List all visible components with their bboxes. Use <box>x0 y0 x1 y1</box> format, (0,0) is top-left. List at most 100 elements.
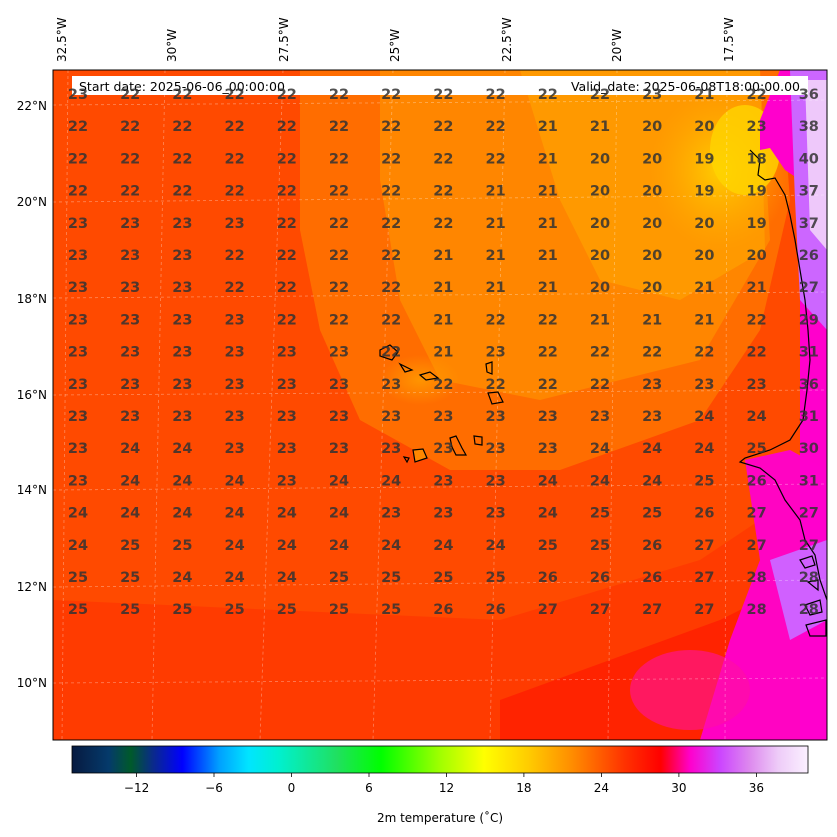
temperature-value: 23 <box>120 409 140 425</box>
temperature-value: 21 <box>538 151 558 167</box>
temperature-value: 24 <box>642 473 662 489</box>
temperature-value: 24 <box>538 473 558 489</box>
temperature-value: 23 <box>68 280 88 296</box>
temperature-value: 21 <box>486 216 506 232</box>
temperature-value: 24 <box>172 441 192 457</box>
temperature-value: 24 <box>590 441 610 457</box>
colorbar-tick-label: 36 <box>749 781 764 795</box>
temperature-value: 25 <box>120 602 140 618</box>
temperature-value: 20 <box>590 280 610 296</box>
temperature-value: 21 <box>642 312 662 328</box>
temperature-value: 23 <box>120 248 140 264</box>
temperature-value: 28 <box>747 570 767 586</box>
temperature-value: 22 <box>433 377 453 393</box>
temperature-value: 25 <box>381 602 401 618</box>
temperature-value: 22 <box>486 119 506 135</box>
temperature-value: 22 <box>590 377 610 393</box>
temperature-value: 36 <box>799 377 819 393</box>
temperature-value: 24 <box>225 473 245 489</box>
temperature-value: 28 <box>747 602 767 618</box>
temperature-value: 21 <box>538 184 558 200</box>
colorbar-tick-label: 18 <box>516 781 531 795</box>
temperature-value: 21 <box>433 345 453 361</box>
temperature-value: 22 <box>277 248 297 264</box>
temperature-value: 22 <box>486 312 506 328</box>
temperature-value: 19 <box>694 151 714 167</box>
temperature-value: 22 <box>329 280 349 296</box>
temperature-value: 23 <box>642 87 662 103</box>
temperature-value: 18 <box>747 151 767 167</box>
temperature-value: 22 <box>329 216 349 232</box>
temperature-value: 22 <box>225 87 245 103</box>
temperature-value: 23 <box>486 473 506 489</box>
temperature-value: 24 <box>120 473 140 489</box>
lat-label-22n: 22°N <box>17 99 47 113</box>
temperature-value: 22 <box>225 151 245 167</box>
temperature-value: 22 <box>277 216 297 232</box>
temperature-value: 23 <box>120 377 140 393</box>
map-frame <box>52 69 828 741</box>
temperature-value: 40 <box>799 151 819 167</box>
temperature-value: 22 <box>433 119 453 135</box>
temperature-value: 22 <box>172 184 192 200</box>
temperature-value: 24 <box>120 506 140 522</box>
temperature-value: 23 <box>433 441 453 457</box>
temperature-value: 36 <box>799 87 819 103</box>
temperature-value: 31 <box>799 409 819 425</box>
lon-label-32-5w: 32.5°W <box>55 17 69 62</box>
temperature-value: 27 <box>538 602 558 618</box>
temperature-value: 22 <box>381 216 401 232</box>
temperature-value: 24 <box>433 538 453 554</box>
temperature-value: 21 <box>694 87 714 103</box>
temperature-value: 26 <box>433 602 453 618</box>
temperature-value: 26 <box>486 602 506 618</box>
temperature-value: 23 <box>68 312 88 328</box>
temperature-value: 24 <box>277 506 297 522</box>
temperature-value: 22 <box>642 345 662 361</box>
temperature-value: 30 <box>799 441 819 457</box>
temperature-value: 22 <box>433 184 453 200</box>
temperature-value: 23 <box>172 216 192 232</box>
temperature-value: 25 <box>329 570 349 586</box>
temperature-value: 24 <box>747 409 767 425</box>
lon-label-27-5w: 27.5°W <box>277 17 291 62</box>
temperature-value: 28 <box>799 570 819 586</box>
temperature-value: 23 <box>68 248 88 264</box>
colorbar-gradient <box>72 746 808 773</box>
temperature-value: 26 <box>694 506 714 522</box>
temperature-value: 22 <box>225 184 245 200</box>
lat-label-16n: 16°N <box>17 388 47 402</box>
temperature-value: 23 <box>277 473 297 489</box>
temperature-value: 23 <box>486 345 506 361</box>
temperature-value: 21 <box>538 119 558 135</box>
header-box <box>72 76 808 95</box>
colorbar: −12 −6 0 6 12 18 24 30 36 2m temperature (˚C) <box>71 745 809 825</box>
temperature-value: 23 <box>381 377 401 393</box>
temperature-value: 20 <box>642 151 662 167</box>
temperature-value: 26 <box>642 538 662 554</box>
temperature-value: 22 <box>747 87 767 103</box>
temperature-value: 20 <box>642 216 662 232</box>
temperature-value: 23 <box>277 441 297 457</box>
temperature-value: 27 <box>694 602 714 618</box>
temperature-value: 22 <box>172 119 192 135</box>
temperature-value: 25 <box>381 570 401 586</box>
temperature-value: 25 <box>747 441 767 457</box>
temperature-value: 22 <box>329 184 349 200</box>
temperature-value: 23 <box>694 377 714 393</box>
temperature-value: 22 <box>590 345 610 361</box>
temperature-value: 25 <box>172 538 192 554</box>
temperature-value: 22 <box>120 184 140 200</box>
temperature-value: 38 <box>799 119 819 135</box>
lat-label-12n: 12°N <box>17 580 47 594</box>
temperature-value: 23 <box>225 409 245 425</box>
lat-label-20n: 20°N <box>17 195 47 209</box>
temperature-value: 23 <box>68 377 88 393</box>
temperature-value: 22 <box>120 151 140 167</box>
temperature-field <box>53 70 827 740</box>
temperature-value: 23 <box>486 409 506 425</box>
temperature-value: 24 <box>329 538 349 554</box>
temperature-value: 21 <box>538 280 558 296</box>
temperature-value: 25 <box>590 538 610 554</box>
temperature-value: 23 <box>747 377 767 393</box>
